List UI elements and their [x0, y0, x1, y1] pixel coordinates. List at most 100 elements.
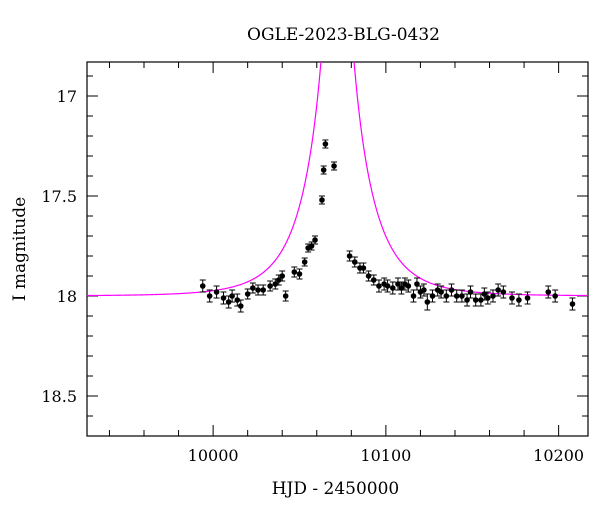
data-point [477, 293, 484, 307]
point-marker [267, 283, 273, 289]
point-marker [376, 283, 382, 289]
data-point [569, 297, 576, 311]
data-point [229, 289, 236, 303]
point-marker [429, 293, 436, 299]
data-point [384, 279, 391, 293]
data-point [282, 290, 289, 302]
point-marker [509, 295, 515, 301]
y-axis-label: I magnitude [10, 197, 30, 301]
data-point [322, 139, 329, 149]
data-point [234, 293, 241, 307]
data-point [405, 279, 412, 293]
point-marker [405, 283, 412, 289]
y-tick-label: 18.5 [41, 387, 77, 406]
point-marker [370, 277, 377, 283]
point-marker [213, 289, 220, 295]
point-marker [346, 253, 353, 259]
point-marker [448, 287, 455, 293]
point-marker [453, 293, 460, 299]
data-point [244, 288, 251, 300]
point-marker [464, 297, 470, 303]
point-marker [500, 289, 507, 295]
point-marker [319, 197, 325, 203]
point-marker [351, 259, 358, 265]
data-point [508, 291, 515, 305]
point-marker [206, 293, 213, 299]
point-marker [331, 163, 337, 169]
chart-title: OGLE-2023-BLG-0432 [247, 25, 440, 45]
point-marker [322, 141, 329, 147]
point-marker [481, 291, 488, 297]
y-tick-label: 17.5 [41, 187, 77, 206]
data-point [318, 195, 325, 205]
data-point [296, 268, 303, 280]
point-marker [389, 285, 396, 291]
point-marker [220, 295, 227, 301]
data-point [484, 291, 491, 305]
point-marker [424, 299, 431, 305]
point-marker [485, 295, 491, 301]
point-marker [229, 293, 235, 299]
data-point [279, 270, 286, 282]
data-point [249, 282, 256, 294]
point-marker [320, 167, 327, 173]
data-point [453, 289, 460, 303]
point-marker [414, 281, 420, 287]
point-marker [490, 293, 496, 299]
point-marker [398, 285, 405, 291]
data-point [312, 235, 319, 245]
point-marker [395, 281, 401, 287]
point-marker [225, 299, 232, 305]
point-marker [495, 287, 501, 293]
x-tick-label: 10100 [360, 446, 411, 465]
point-marker [478, 297, 484, 303]
point-marker [459, 293, 465, 299]
data-point [331, 161, 338, 171]
point-marker [296, 271, 303, 277]
point-marker [524, 295, 531, 301]
point-marker [360, 265, 367, 271]
data-point [365, 270, 372, 282]
point-marker [467, 289, 474, 295]
point-marker [237, 303, 244, 309]
point-marker [279, 273, 286, 279]
data-point [375, 279, 382, 293]
data-point [360, 262, 367, 274]
data-point [255, 284, 262, 296]
point-marker [291, 269, 298, 275]
data-point [389, 281, 396, 295]
point-marker [234, 297, 241, 303]
data-point [429, 289, 436, 303]
data-point [267, 280, 274, 292]
data-point [489, 289, 496, 303]
data-point [351, 256, 358, 268]
data-point [467, 285, 474, 299]
data-point [515, 293, 522, 307]
data-point [524, 291, 531, 305]
point-marker [199, 283, 206, 289]
data-point [220, 291, 227, 305]
data-point [545, 285, 552, 299]
data-point [370, 274, 377, 286]
x-axis-label: HJD - 2450000 [272, 479, 400, 499]
point-marker [301, 259, 308, 265]
data-point [495, 283, 502, 297]
data-point [346, 250, 353, 262]
point-marker [255, 287, 261, 293]
point-marker [545, 289, 552, 295]
point-marker [384, 283, 391, 289]
data-point [301, 257, 308, 267]
data-point [500, 285, 507, 299]
data-point [420, 283, 427, 297]
point-marker [438, 289, 444, 295]
data-point [320, 165, 327, 175]
data-point [424, 293, 431, 311]
x-tick-label: 10200 [533, 446, 584, 465]
point-marker [282, 293, 289, 299]
data-points [199, 139, 576, 313]
chart-area: 10000 10100 10200 17 17.5 18 18.5 OGLE-2023-BLG… [10, 25, 589, 499]
data-point [458, 289, 465, 303]
y-tick-label: 18 [57, 287, 77, 306]
data-point [443, 289, 450, 303]
